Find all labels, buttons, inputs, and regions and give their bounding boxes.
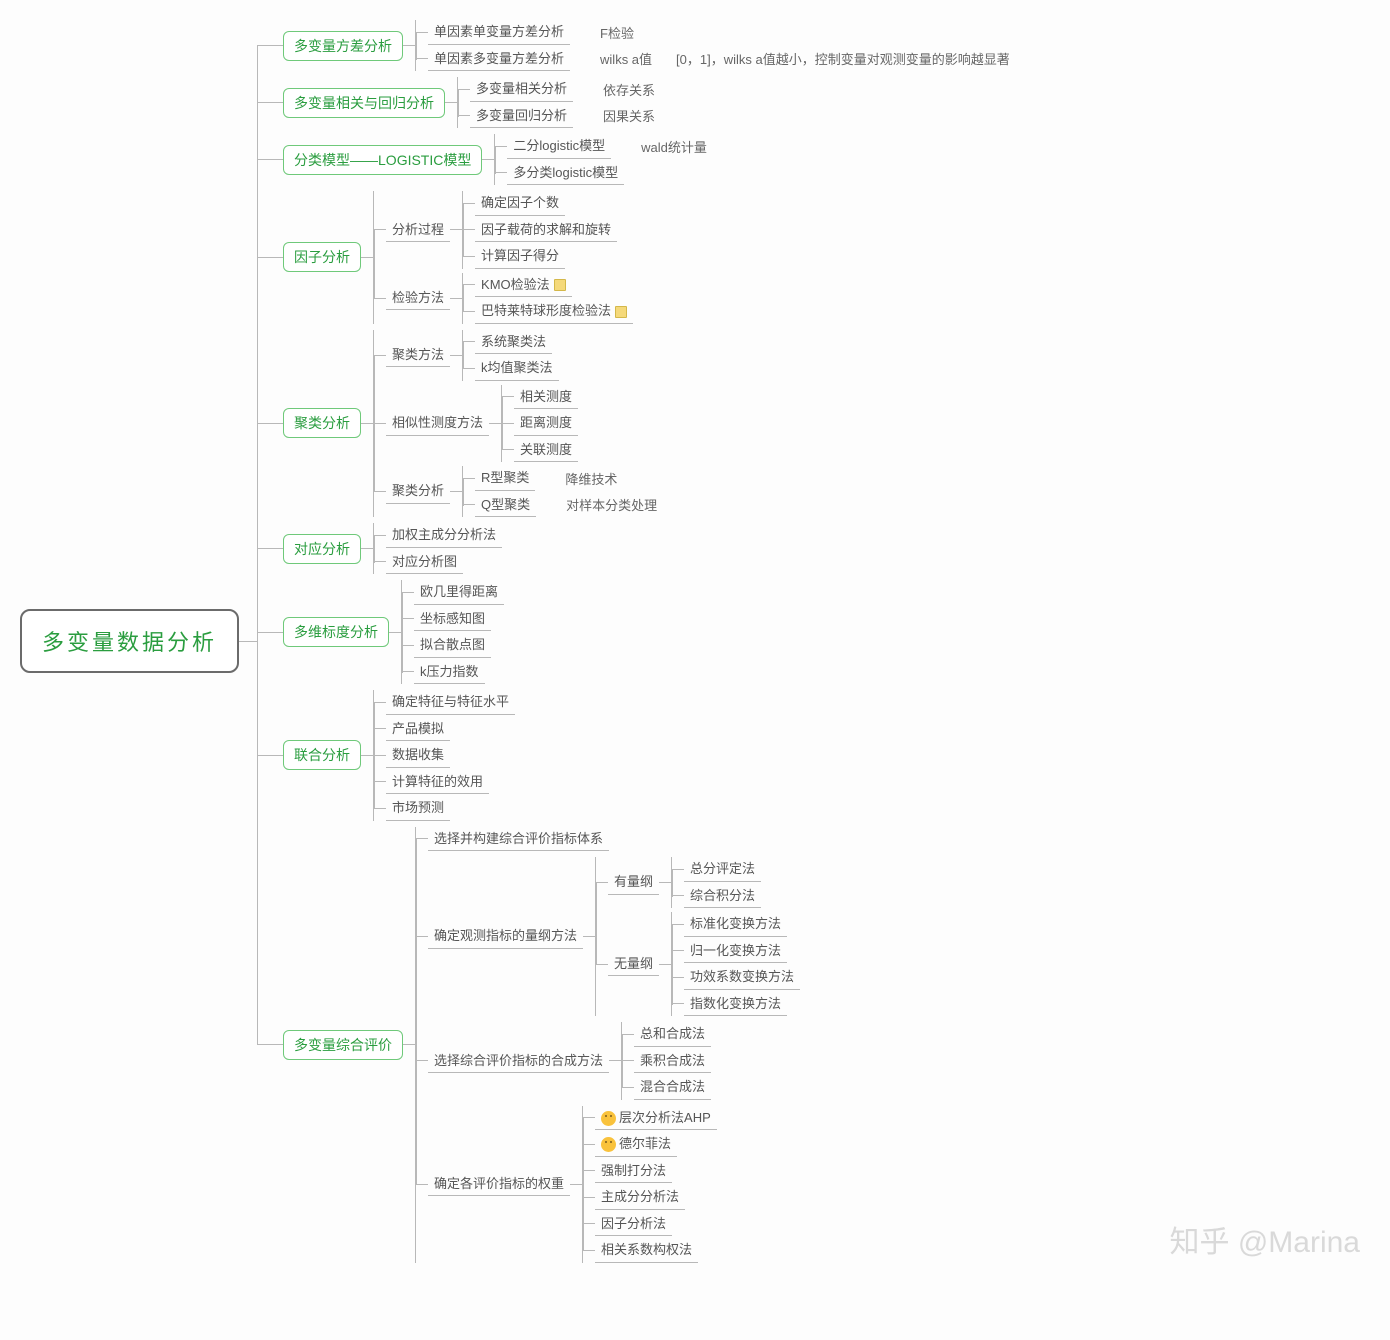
leaf: KMO检验法 [475,273,572,298]
leaf: 乘积合成法 [634,1049,711,1074]
leaf: 因子载荷的求解和旋转 [475,218,617,243]
mid-node: 有量纲 [608,870,659,895]
leaf: 总分评定法 [684,857,761,882]
side-text: F检验 [600,23,634,42]
leaf: 指数化变换方法 [684,992,787,1017]
leaf: 强制打分法 [595,1159,672,1184]
leaf: 计算特征的效用 [386,770,489,795]
leaf: 计算因子得分 [475,244,565,269]
leaf: k压力指数 [414,660,485,685]
cat-correspondence-analysis: 对应分析 [283,534,361,564]
leaf: 关联测度 [514,438,578,463]
leaf: 层次分析法AHP [595,1106,717,1131]
mid-node: 检验方法 [386,286,450,311]
leaf: 二分logistic模型 [507,134,611,159]
cat-comprehensive-eval: 多变量综合评价 [283,1030,403,1060]
leaf: R型聚类 [475,466,535,491]
mid-node: 聚类方法 [386,343,450,368]
mid-node: 无量纲 [608,952,659,977]
level1-children: 多变量方差分析 单因素单变量方差分析 F检验 单因素多变量方差分析 wilks a值… [257,20,1010,1263]
leaf: 数据收集 [386,743,450,768]
side-text: [0，1]，wilks a值越小，控制变量对观测变量的影响越显著 [676,49,1010,68]
leaf: 综合积分法 [684,884,761,909]
mid-node: 分析过程 [386,218,450,243]
side-text: 因果关系 [603,106,655,125]
leaf: 系统聚类法 [475,330,552,355]
leaf: 标准化变换方法 [684,912,787,937]
leaf: 主成分分析法 [595,1185,685,1210]
leaf: 对应分析图 [386,550,463,575]
leaf: 德尔菲法 [595,1132,677,1157]
mid-node: 相似性测度方法 [386,411,489,436]
mindmap-root: 多变量数据分析 多变量方差分析 单因素单变量方差分析 F检验 单因素多变量方差分析… [20,20,1370,1263]
root-node: 多变量数据分析 [20,609,239,673]
leaf: 产品模拟 [386,717,450,742]
leaf: k均值聚类法 [475,356,559,381]
leaf: 确定因子个数 [475,191,565,216]
leaf: 总和合成法 [634,1022,711,1047]
side-text: wald统计量 [641,137,707,156]
leaf: 多变量相关分析 [470,77,573,102]
leaf: 距离测度 [514,411,578,436]
note-icon [615,306,627,318]
leaf: 选择并构建综合评价指标体系 [428,827,609,852]
cat-cluster-analysis: 聚类分析 [283,408,361,438]
leaf: 巴特莱特球形度检验法 [475,299,633,324]
mid-node: 确定各评价指标的权重 [428,1172,570,1197]
leaf: 加权主成分分析法 [386,523,502,548]
smile-icon [601,1137,616,1152]
side-text: wilks a值 [600,49,652,68]
leaf: 确定特征与特征水平 [386,690,515,715]
cat-correlation-regression: 多变量相关与回归分析 [283,88,445,118]
note-icon [554,279,566,291]
cat-variance-analysis: 多变量方差分析 [283,31,403,61]
leaf: 拟合散点图 [414,633,491,658]
side-text: 对样本分类处理 [566,495,657,514]
side-text: 依存关系 [603,80,655,99]
smile-icon [601,1111,616,1126]
mid-node: 确定观测指标的量纲方法 [428,924,583,949]
leaf: 混合合成法 [634,1075,711,1100]
cat-multidim-scaling: 多维标度分析 [283,617,389,647]
cat-logistic-model: 分类模型——LOGISTIC模型 [283,145,482,175]
leaf: 归一化变换方法 [684,939,787,964]
leaf: 市场预测 [386,796,450,821]
leaf: 坐标感知图 [414,607,491,632]
leaf: 多变量回归分析 [470,104,573,129]
leaf: 相关测度 [514,385,578,410]
leaf: 欧几里得距离 [414,580,504,605]
leaf: 相关系数构权法 [595,1238,698,1263]
leaf: 因子分析法 [595,1212,672,1237]
mid-node: 选择综合评价指标的合成方法 [428,1049,609,1074]
mid-node: 聚类分析 [386,479,450,504]
leaf: 单因素单变量方差分析 [428,20,570,45]
cat-factor-analysis: 因子分析 [283,242,361,272]
leaf: 功效系数变换方法 [684,965,800,990]
leaf: 多分类logistic模型 [507,161,624,186]
leaf: 单因素多变量方差分析 [428,47,570,72]
cat-conjoint-analysis: 联合分析 [283,740,361,770]
leaf: Q型聚类 [475,493,536,518]
side-text: 降维技术 [565,469,617,488]
